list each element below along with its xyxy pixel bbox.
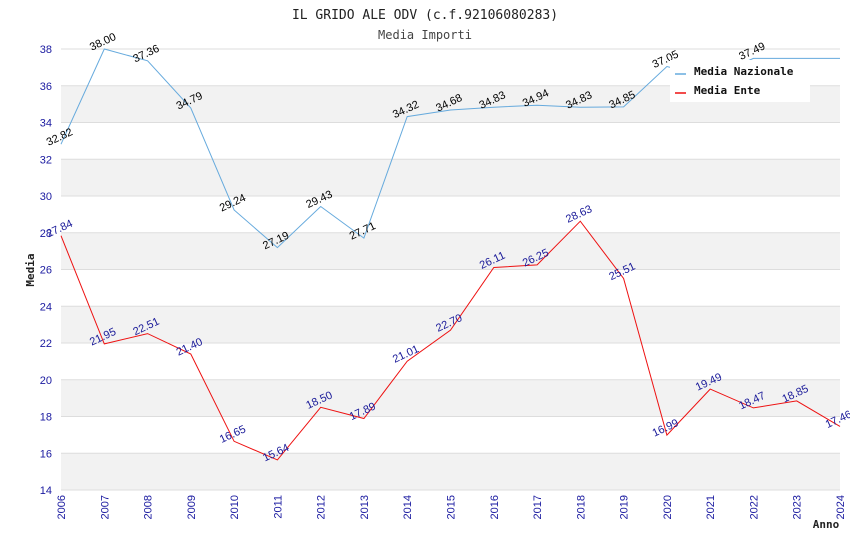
- y-tick-28: 28: [40, 228, 52, 240]
- band-30: [61, 159, 840, 196]
- y-tick-36: 36: [40, 81, 52, 93]
- y-tick-38: 38: [40, 44, 52, 56]
- y-tick-14: 14: [40, 485, 52, 497]
- y-tick-16: 16: [40, 448, 52, 460]
- data-label-1-2020: 16.99: [651, 417, 681, 440]
- y-axis-label: Media: [24, 253, 37, 286]
- y-tick-20: 20: [40, 375, 52, 387]
- x-tick-2019: 2019: [619, 495, 631, 519]
- x-tick-2011: 2011: [272, 495, 284, 519]
- y-tick-18: 18: [40, 412, 52, 424]
- y-tick-24: 24: [40, 301, 52, 313]
- x-tick-2022: 2022: [748, 495, 760, 519]
- band-18: [61, 379, 840, 417]
- band-22: [61, 306, 840, 343]
- y-tick-26: 26: [40, 265, 52, 277]
- y-tick-30: 30: [40, 191, 52, 203]
- x-tick-2013: 2013: [359, 495, 371, 519]
- x-tick-2017: 2017: [532, 495, 544, 519]
- x-tick-2006: 2006: [56, 495, 68, 519]
- x-tick-2023: 2023: [792, 495, 804, 519]
- legend: Media Nazionale Media Ente: [670, 60, 810, 102]
- x-tick-2009: 2009: [186, 495, 198, 519]
- y-tick-32: 32: [40, 154, 52, 166]
- gridlines: [61, 48, 840, 491]
- legend-label-ente: Media Ente: [694, 84, 761, 97]
- x-tick-2008: 2008: [143, 495, 155, 519]
- series-line-1: [60, 220, 841, 461]
- x-tick-labels: 2006 2007 2008 2009 2010 2011 2012 2013 2014 2015…: [56, 495, 847, 519]
- chart-subtitle: Media Importi: [378, 28, 472, 42]
- x-axis-label: Anno: [813, 518, 840, 531]
- background-bands: [61, 85, 840, 490]
- data-label-0-2006: 32.82: [45, 126, 75, 149]
- x-tick-2021: 2021: [705, 495, 717, 519]
- x-tick-2012: 2012: [316, 495, 328, 519]
- x-tick-2007: 2007: [99, 495, 111, 519]
- data-label-1-2010: 16.65: [218, 423, 248, 446]
- x-tick-2018: 2018: [575, 495, 587, 519]
- y-tick-34: 34: [40, 118, 52, 130]
- y-tick-labels: 14 16 18 20 22 24 26 28 30 32 34 36 38: [40, 44, 52, 497]
- data-label-0-2022: 37.49: [737, 40, 767, 63]
- band-14: [61, 453, 840, 490]
- band-26: [61, 232, 840, 270]
- x-tick-2010: 2010: [229, 495, 241, 519]
- data-label-0-2007: 38.00: [88, 31, 118, 54]
- x-tick-2014: 2014: [402, 495, 414, 519]
- legend-label-nazionale: Media Nazionale: [694, 65, 794, 78]
- chart-title: IL GRIDO ALE ODV (c.f.92106080283): [292, 8, 558, 23]
- y-tick-22: 22: [40, 338, 52, 350]
- x-tick-2020: 2020: [662, 495, 674, 519]
- legend-box: [670, 60, 810, 102]
- x-tick-2015: 2015: [446, 495, 458, 519]
- x-tick-2016: 2016: [489, 495, 501, 519]
- x-tick-2024: 2024: [835, 495, 847, 519]
- data-label-0-2008: 37.36: [131, 43, 161, 66]
